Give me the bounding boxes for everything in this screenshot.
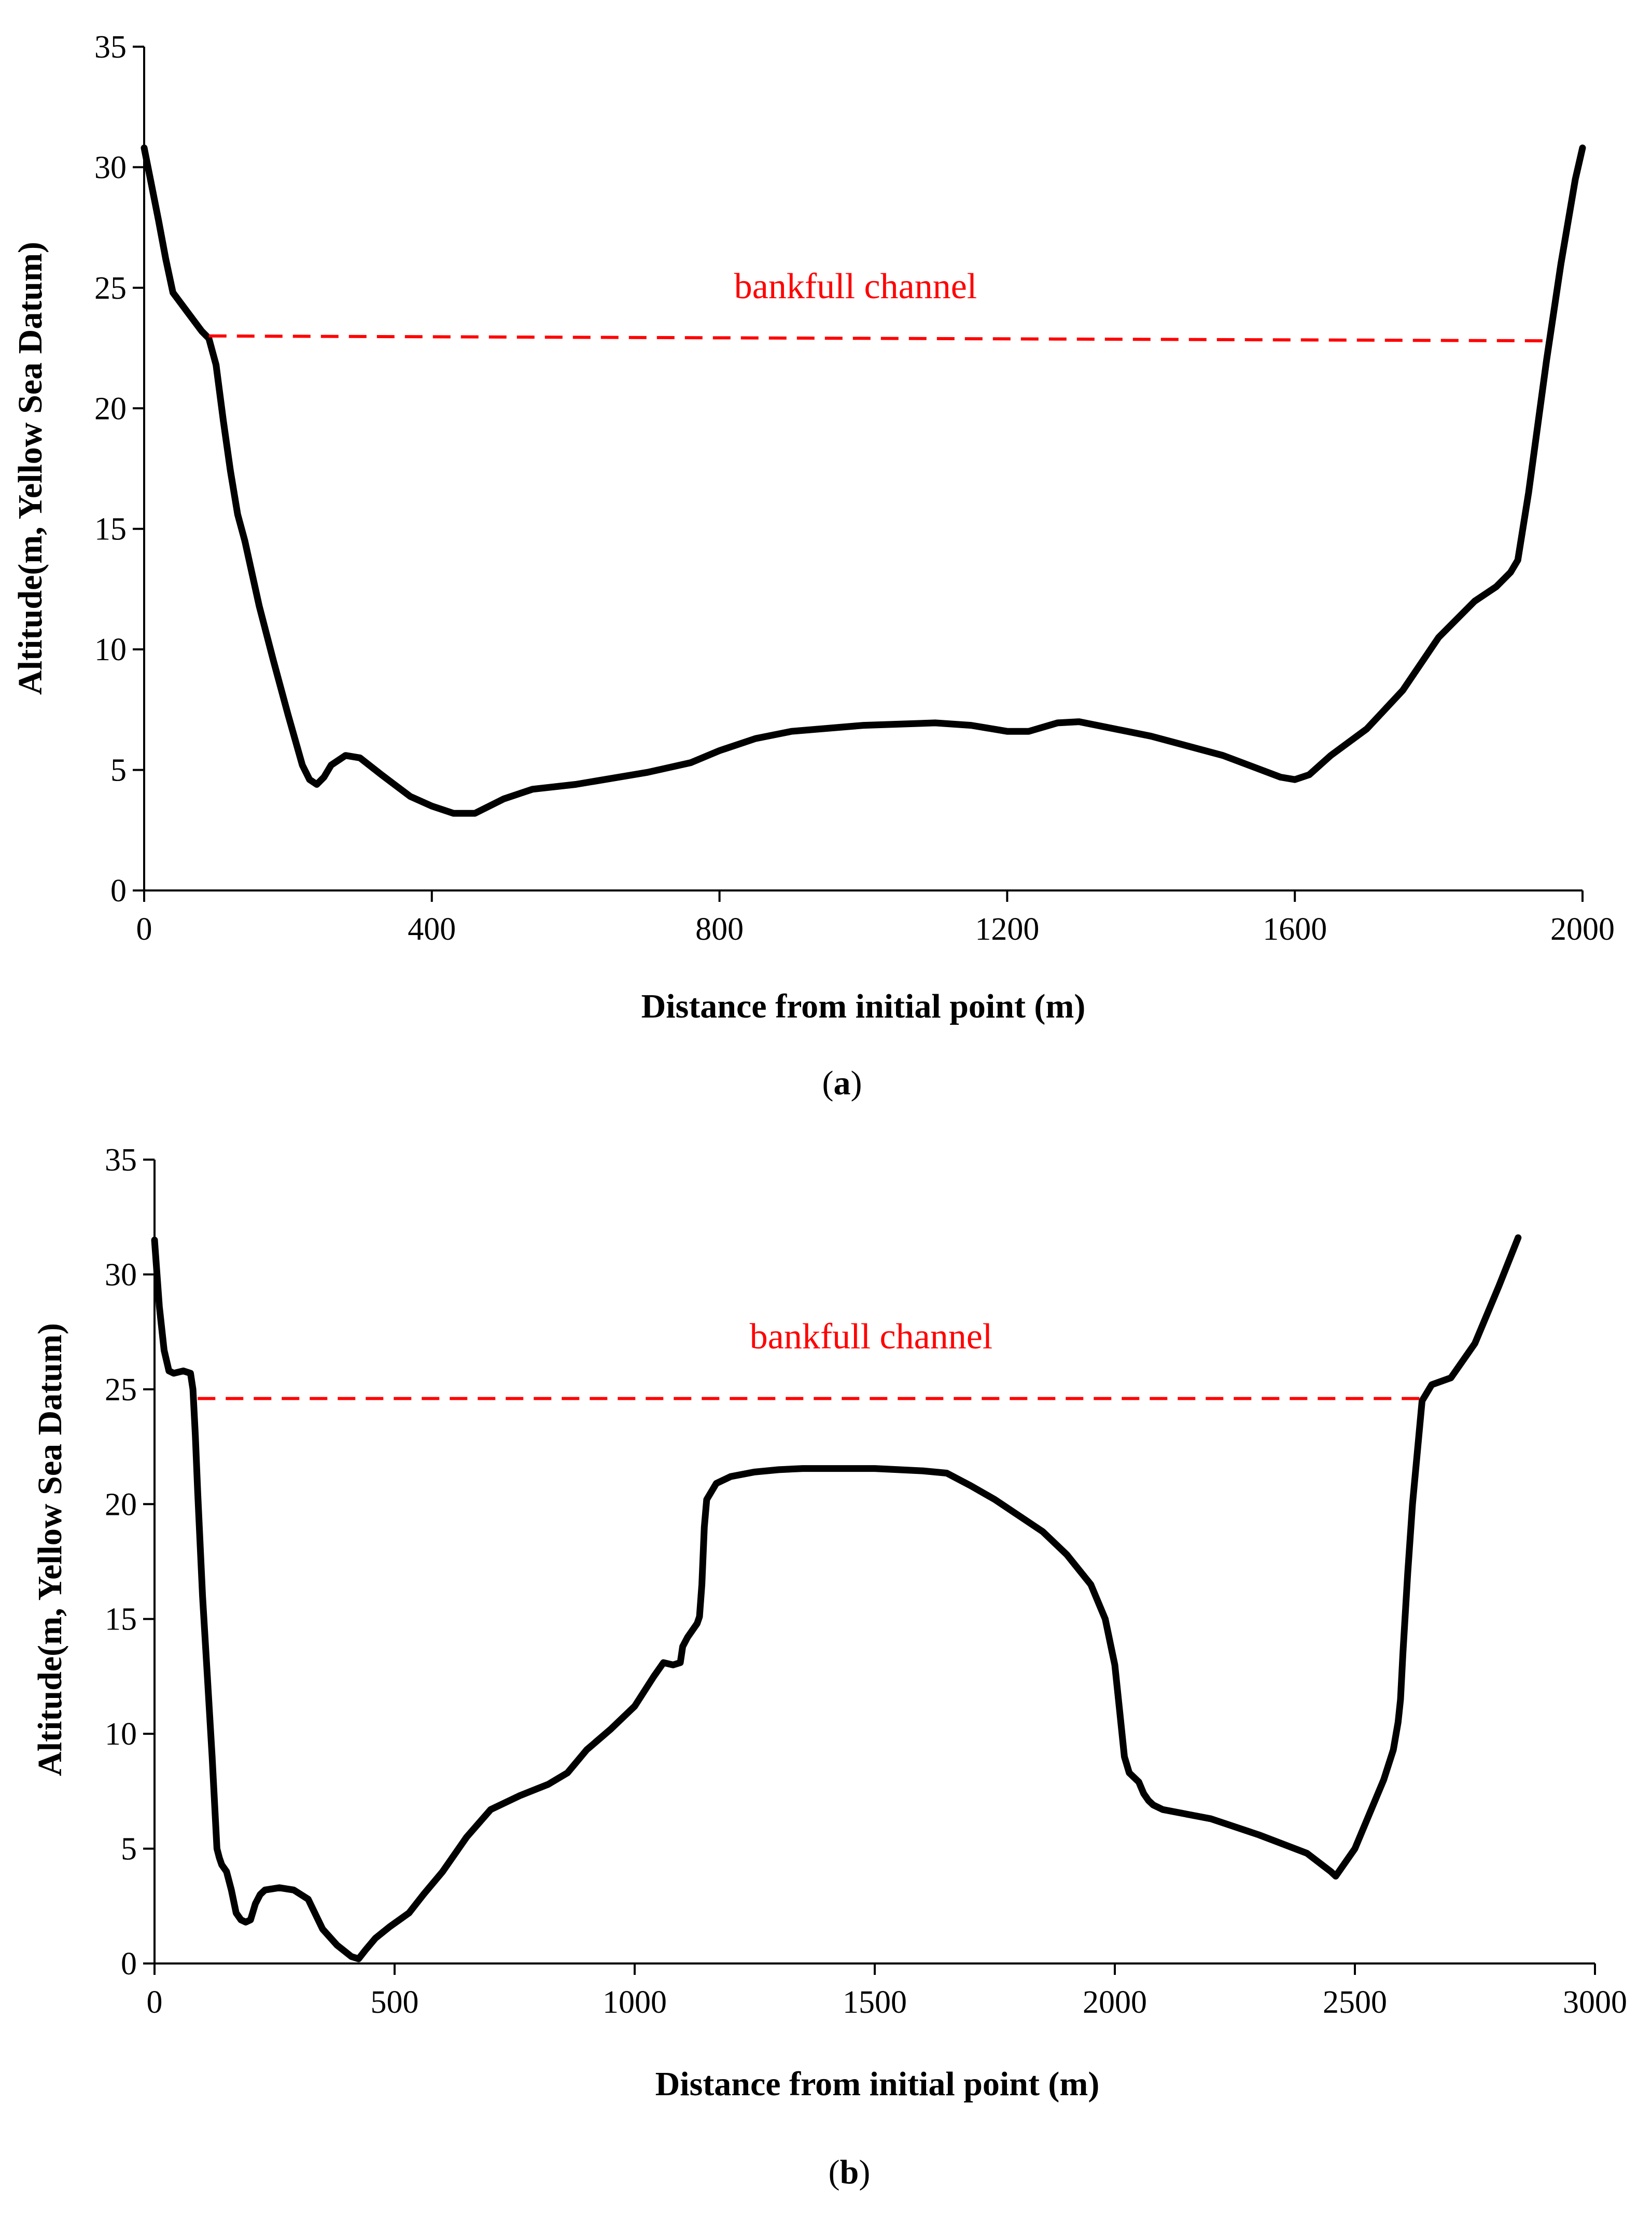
panel-b-bankfull-label: bankfull channel [750,1317,992,1357]
chart-panel-b: 0 5 10 15 20 25 30 35 0 500 1000 1500 2000 2500 3000 b… [31,1143,1627,2191]
panel-b-y-tick-label: 25 [105,1372,137,1408]
chart-panel-a: 0 5 10 15 20 25 30 35 0 400 800 1200 1600 2000 bankfu… [11,30,1615,1102]
panel-b-x-axis-title: Distance from initial point (m) [655,2065,1100,2103]
panel-b-letter: b [840,2153,859,2191]
panel-a-y-tick-label: 0 [110,873,127,909]
panel-a-x-tick-label: 0 [136,912,152,947]
panel-b-x-tick-label: 0 [147,1985,163,2020]
panel-a-x-tick-label: 400 [408,912,456,947]
panel-b-x-tick-label: 500 [371,1985,419,2020]
panel-a-y-axis-title: Altitude(m, Yellow Sea Datum) [11,242,49,695]
panel-b-ticks: 0 5 10 15 20 25 30 35 0 500 1000 1500 2000 2500 3000 [105,1143,1627,2020]
panel-a-y-tick-label: 25 [94,271,127,306]
panel-a-y-tick-label: 10 [94,632,127,667]
panel-b-y-tick-label: 5 [121,1832,137,1867]
panel-a-y-tick-label: 5 [110,753,127,788]
panel-b-x-tick-label: 2000 [1083,1985,1147,2020]
panel-a-letter: a [834,1064,851,1102]
panel-b-y-tick-label: 10 [105,1717,137,1752]
panel-a-label: (a) [822,1064,862,1102]
panel-b-y-tick-label: 30 [105,1257,137,1292]
panel-b-y-tick-label: 15 [105,1602,137,1637]
panel-b-x-tick-label: 1000 [603,1985,667,2020]
panel-b-y-axis-title: Altitude(m, Yellow Sea Datum) [31,1323,69,1776]
panel-a-x-tick-label: 2000 [1550,912,1615,947]
panel-a-bankfull-line [208,334,1543,343]
panel-a-y-tick-label: 30 [94,150,127,185]
panel-a-bankfull-label: bankfull channel [734,267,977,307]
panel-b-profile-line [151,1234,1522,1962]
panel-b-y-tick-label: 20 [105,1487,137,1522]
panel-b-axes [153,1160,1595,1965]
panel-a-x-tick-label: 800 [695,912,744,947]
panel-b-plot [151,1234,1522,1962]
panel-b-x-tick-label: 2500 [1323,1985,1387,2020]
panel-b-y-tick-label: 35 [105,1143,137,1178]
panel-a-axes [143,47,1583,891]
panel-a-x-tick-label: 1200 [975,912,1039,947]
panel-a-y-tick-label: 15 [94,512,127,547]
panel-a-plot [141,144,1586,817]
panel-a-x-tick-label: 1600 [1263,912,1327,947]
panel-a-y-tick-label: 20 [94,391,127,426]
panel-b-x-tick-label: 3000 [1563,1985,1627,2020]
panel-a-ticks: 0 5 10 15 20 25 30 35 0 400 800 1200 1600 2000 [94,30,1615,947]
panel-b-label: (b) [829,2153,871,2191]
panel-a-y-tick-label: 35 [94,30,127,65]
panel-a-x-axis-title: Distance from initial point (m) [641,987,1086,1025]
panel-b-x-tick-label: 1500 [843,1985,907,2020]
panel-a-profile-line [141,144,1586,817]
panel-b-y-tick-label: 0 [121,1946,137,1982]
